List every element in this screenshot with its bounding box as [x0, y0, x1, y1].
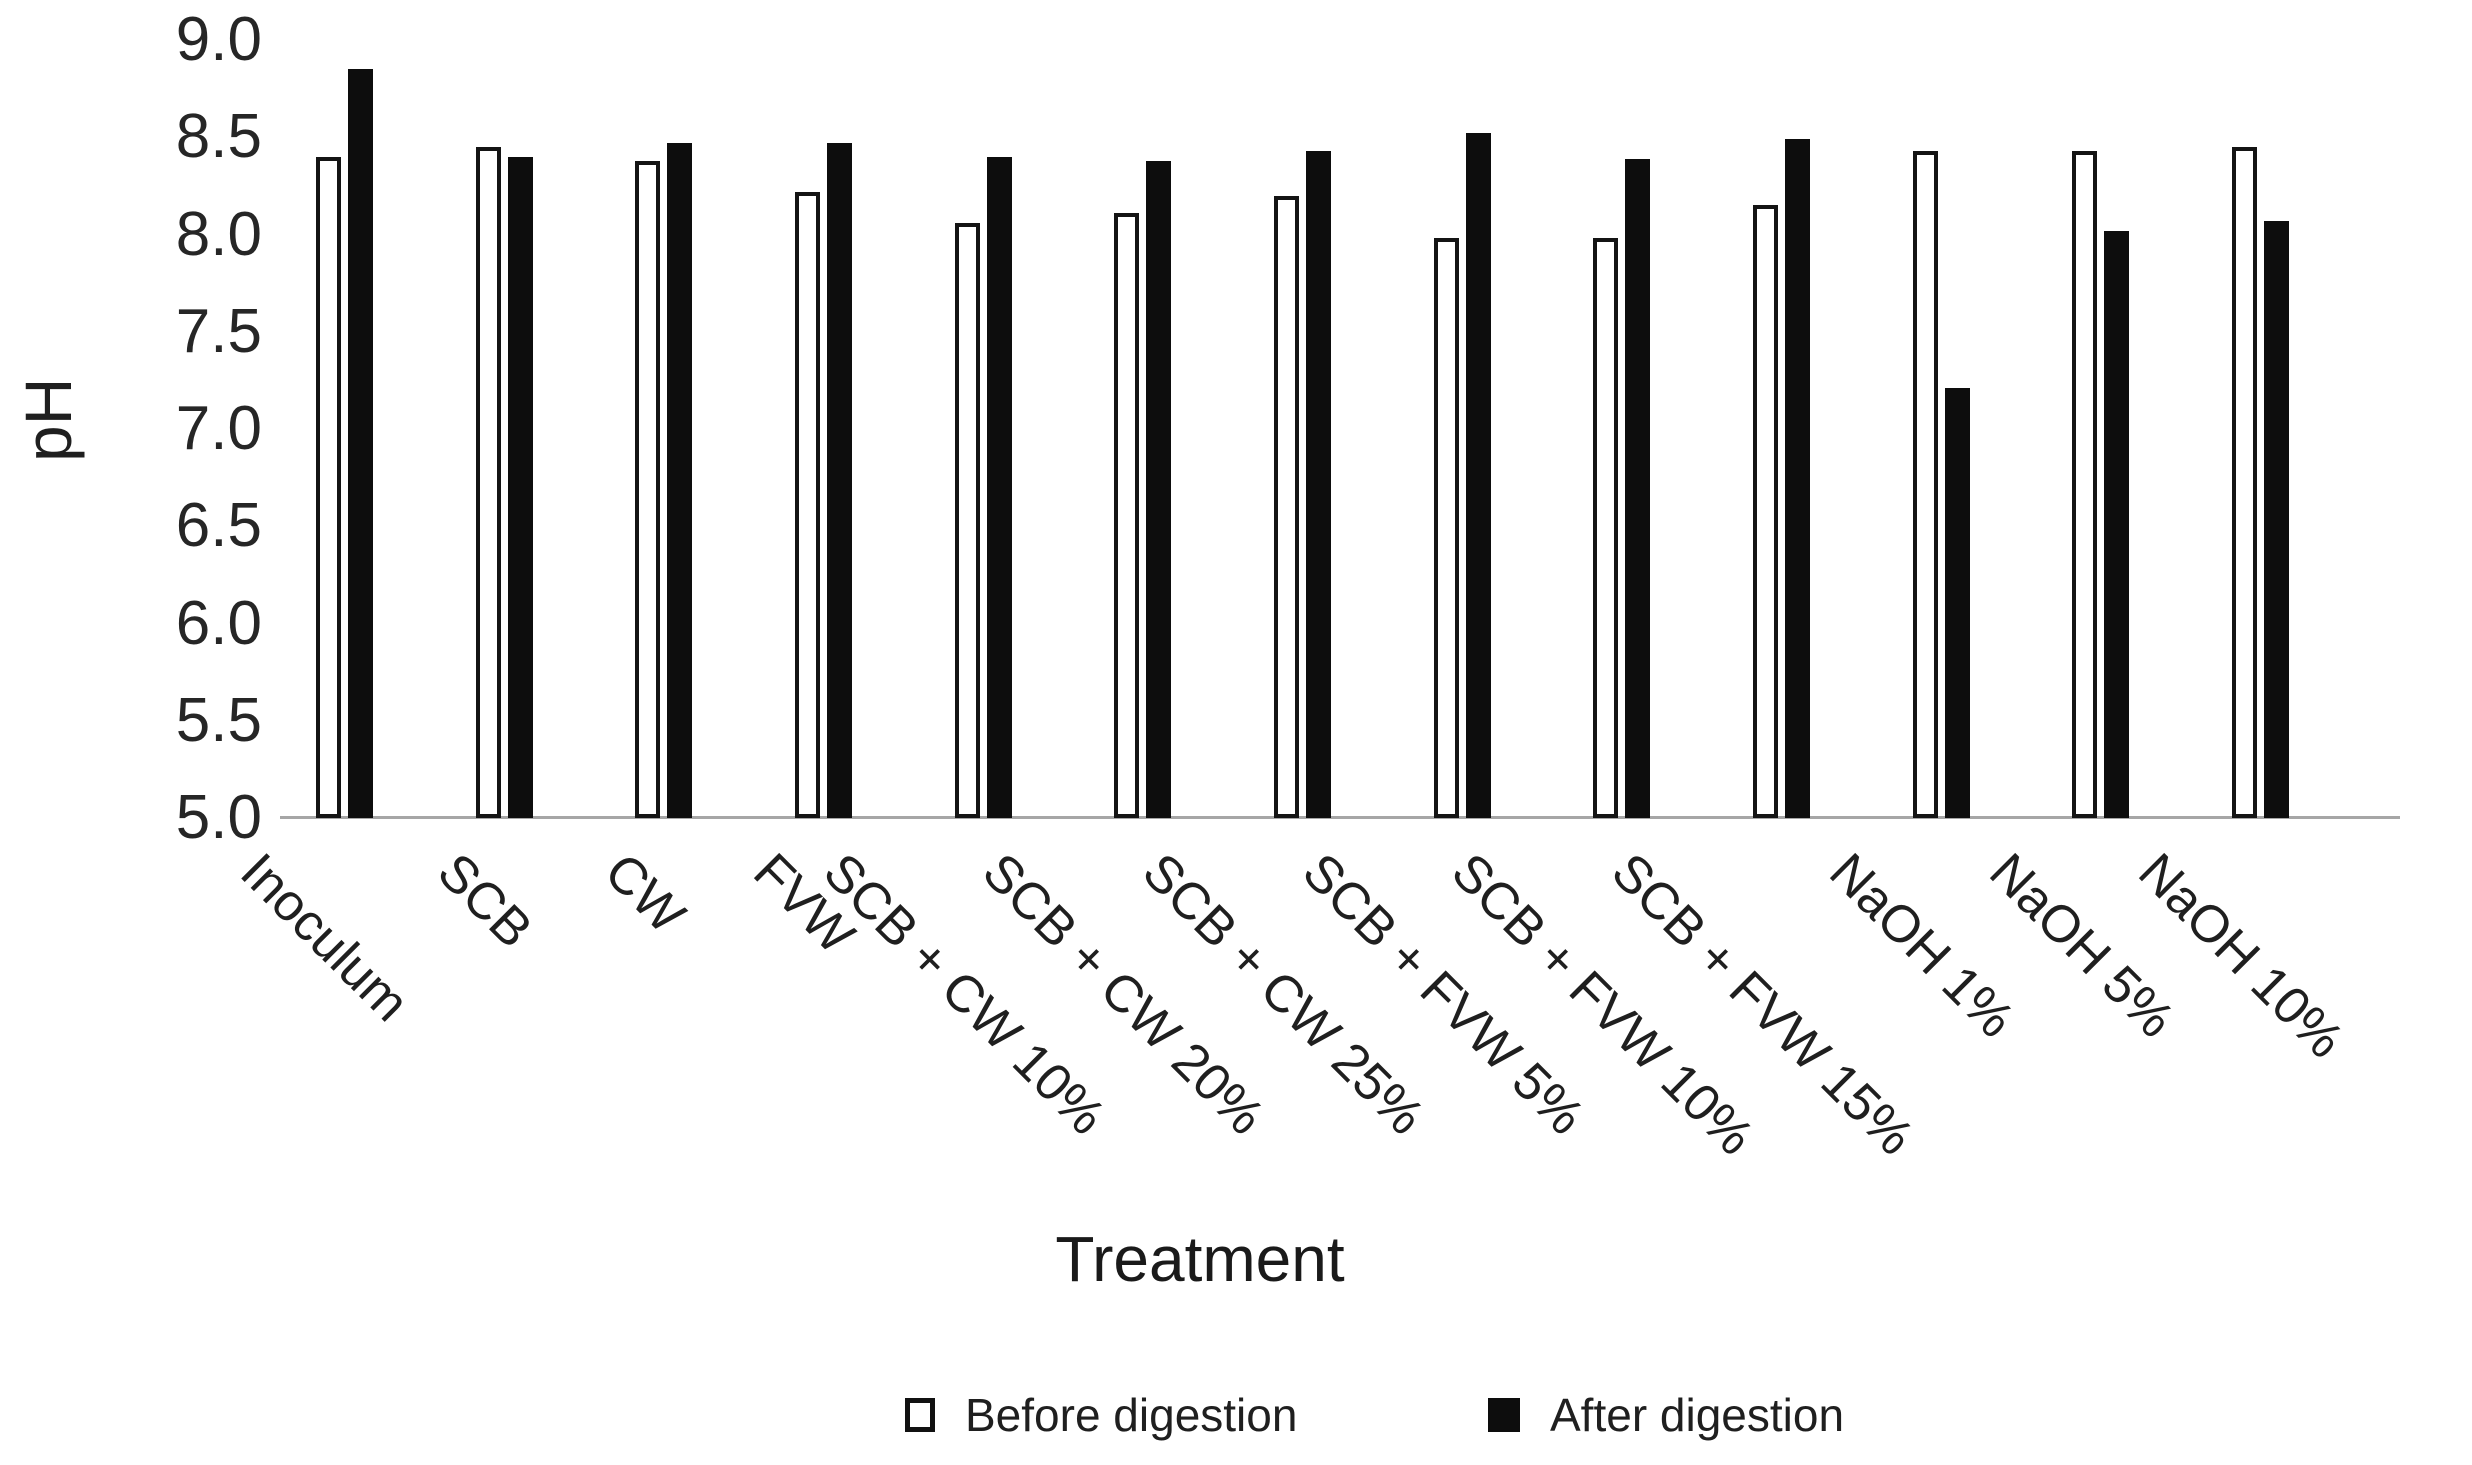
y-tick-label: 8.0 — [175, 199, 262, 269]
bar-after-digestion — [2104, 230, 2130, 818]
x-tick-label: SCB + CW 10% — [811, 842, 1116, 1147]
bar-before-digestion — [1753, 205, 1779, 818]
x-axis-line — [280, 816, 2400, 819]
x-tick-label: SCB — [426, 842, 543, 960]
y-tick-label: 7.0 — [175, 394, 262, 463]
bar-before-digestion — [795, 191, 820, 818]
bar-before-digestion — [1274, 195, 1300, 818]
bar-before-digestion — [954, 222, 980, 818]
bar-before-digestion — [1433, 238, 1459, 818]
filled-square-icon — [1488, 1398, 1520, 1432]
x-tick-label: SCB + CW 25% — [1131, 842, 1435, 1147]
bar-after-digestion — [507, 156, 533, 818]
bar-before-digestion — [1912, 150, 1938, 818]
bar-before-digestion — [1114, 213, 1140, 818]
bar-after-digestion — [986, 156, 1012, 818]
y-tick-label: 8.5 — [175, 102, 262, 172]
x-tick-label: Inoculum — [229, 842, 421, 1033]
y-tick-label: 6.0 — [175, 588, 262, 658]
bar-after-digestion — [1146, 160, 1172, 818]
legend-label-after: After digestion — [1550, 1389, 1845, 1441]
bar-after-digestion — [827, 143, 852, 818]
bar-after-digestion — [348, 69, 373, 818]
legend-item-before: Before digestion — [905, 1390, 1297, 1440]
open-square-icon — [905, 1398, 935, 1432]
bar-before-digestion — [2072, 150, 2098, 818]
y-tick-label: 7.5 — [175, 296, 262, 366]
x-tick-label: SCB + CW 20% — [971, 842, 1276, 1147]
x-axis-title: Treatment — [1055, 1223, 1345, 1295]
bar-after-digestion — [1625, 158, 1651, 818]
bar-before-digestion — [1593, 238, 1619, 818]
legend-label-before: Before digestion — [965, 1389, 1298, 1441]
y-tick-label: 9.0 — [175, 5, 262, 74]
x-tick-label: SCB + FVW 5% — [1290, 842, 1595, 1147]
bar-before-digestion — [475, 146, 501, 818]
bar-after-digestion — [2264, 220, 2290, 818]
bar-before-digestion — [316, 156, 341, 818]
bar-after-digestion — [667, 143, 693, 818]
y-tick-label: 5.5 — [175, 685, 262, 755]
x-tick-label: NaOH 10% — [2127, 842, 2355, 1070]
y-tick-label: 6.5 — [175, 491, 262, 561]
bar-after-digestion — [1306, 150, 1332, 818]
legend-item-after: After digestion — [1488, 1390, 1844, 1440]
bar-before-digestion — [2232, 146, 2258, 818]
bar-after-digestion — [1785, 139, 1811, 818]
bar-after-digestion — [1465, 133, 1491, 818]
y-tick-label: 5.0 — [175, 783, 262, 852]
bar-before-digestion — [635, 160, 661, 818]
x-tick-label: CW — [592, 842, 696, 945]
bar-after-digestion — [1944, 388, 1970, 818]
